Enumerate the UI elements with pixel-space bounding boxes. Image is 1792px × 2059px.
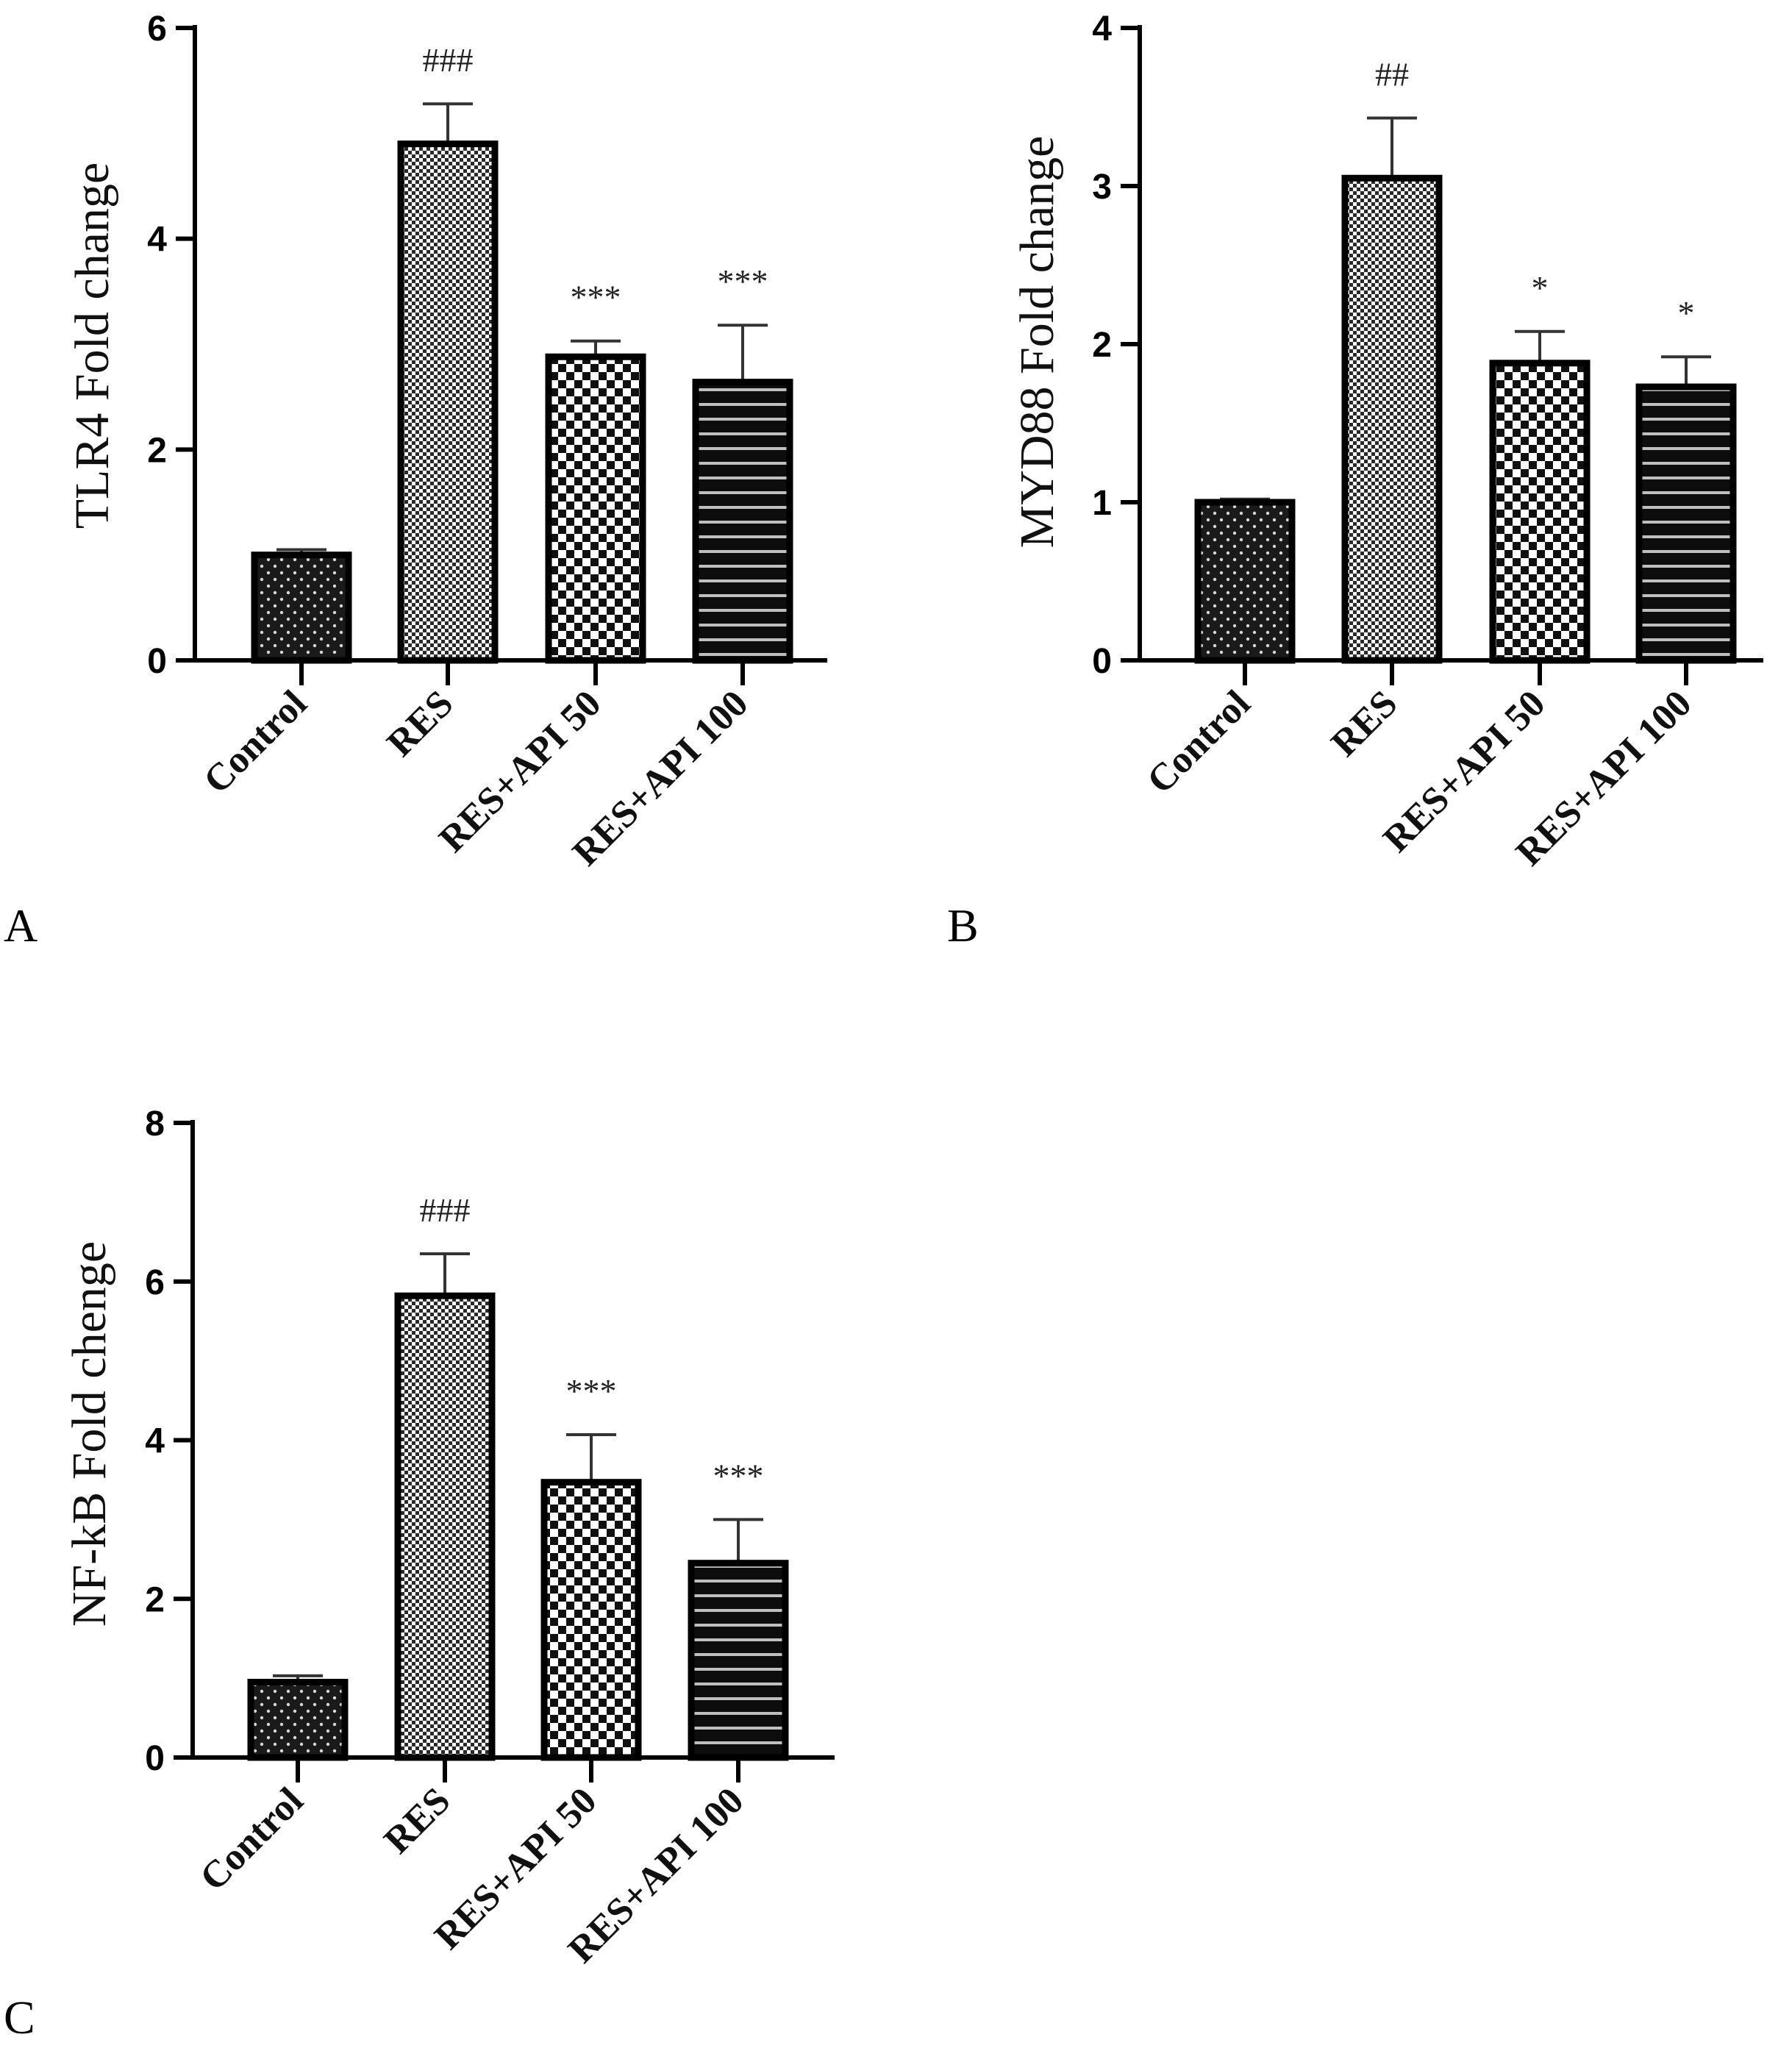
significance-label: ### — [423, 41, 474, 79]
x-tick-label: Control — [196, 682, 315, 802]
significance-label: * — [1678, 294, 1695, 332]
bar — [1194, 499, 1296, 664]
x-tick-label: RES — [1324, 682, 1406, 765]
bar — [1635, 383, 1737, 664]
significance-label: *** — [571, 279, 621, 316]
significance-label: *** — [713, 1457, 764, 1494]
y-tick-label: 6 — [147, 10, 167, 49]
x-tick-label: RES — [376, 1780, 459, 1862]
y-tick-label: 3 — [1092, 168, 1112, 207]
bar — [397, 140, 499, 664]
y-tick-label: 0 — [1092, 642, 1112, 681]
bar — [688, 1560, 789, 1761]
bar — [251, 552, 352, 664]
y-tick-label: 2 — [147, 431, 167, 470]
x-tick-label: RES — [379, 682, 462, 765]
y-axis-label-c: NF-kB Fold chenge — [63, 1241, 116, 1627]
bar — [1341, 174, 1443, 664]
x-tick-label: Control — [1139, 682, 1258, 802]
y-tick-label: 2 — [1092, 326, 1112, 365]
bar — [394, 1292, 496, 1761]
y-axis-label-a: TLR4 Fold change — [65, 163, 119, 529]
bar — [545, 353, 646, 664]
bar — [692, 379, 793, 664]
significance-label: *** — [718, 263, 768, 300]
y-tick-label: 2 — [145, 1580, 165, 1619]
y-tick-label: 0 — [147, 642, 167, 681]
y-tick-label: 1 — [1092, 484, 1112, 523]
bar — [540, 1479, 642, 1761]
y-tick-label: 4 — [145, 1422, 165, 1461]
y-tick-label: 0 — [145, 1739, 165, 1778]
panel-letter-a: A — [4, 899, 38, 952]
bar — [1489, 360, 1591, 664]
panel-letter-c: C — [4, 1991, 35, 2044]
x-tick-label: Control — [192, 1780, 311, 1899]
significance-label: ## — [1375, 56, 1409, 93]
panel-letter-b: B — [947, 899, 979, 952]
y-tick-label: 4 — [147, 221, 167, 260]
significance-label: *** — [566, 1372, 617, 1410]
y-tick-label: 8 — [145, 1105, 165, 1143]
y-tick-label: 4 — [1092, 10, 1112, 49]
significance-label: * — [1532, 269, 1549, 307]
bar — [247, 1679, 349, 1761]
y-axis-label-b: MYD88 Fold change — [1010, 136, 1064, 549]
significance-label: ### — [420, 1191, 471, 1229]
y-tick-label: 6 — [145, 1263, 165, 1302]
